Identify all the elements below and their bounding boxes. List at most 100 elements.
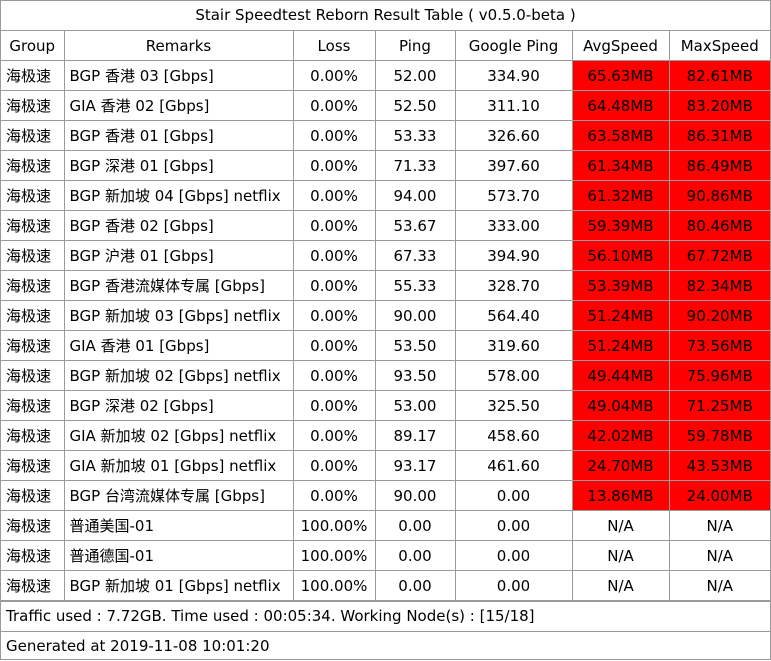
table-row: 海极速 BGP 新加坡 02 [Gbps] netflix 0.00% 93.50 57… — [1, 360, 770, 391]
cell-group: 海极速 — [1, 240, 65, 271]
cell-ping: 94.00 — [374, 180, 456, 211]
cell-google-ping: 394.90 — [454, 240, 573, 271]
table-row: 海极速 GIA 香港 01 [Gbps] 0.00% 53.50 319.60 51.24… — [1, 330, 770, 361]
cell-google-ping: 397.60 — [454, 150, 573, 181]
cell-ping: 89.17 — [374, 420, 456, 451]
cell-max-speed: 90.86MB — [668, 180, 770, 211]
cell-ping: 55.33 — [374, 270, 456, 301]
cell-avg-speed: 13.86MB — [571, 480, 670, 511]
cell-group: 海极速 — [1, 90, 65, 121]
cell-group: 海极速 — [1, 120, 65, 151]
cell-avg-speed: 63.58MB — [571, 120, 670, 151]
header-google-ping: Google Ping — [454, 31, 573, 61]
cell-loss: 100.00% — [292, 540, 376, 571]
cell-google-ping: 0.00 — [454, 510, 573, 541]
cell-max-speed: 24.00MB — [668, 480, 770, 511]
cell-avg-speed: 42.02MB — [571, 420, 670, 451]
cell-google-ping: 334.90 — [454, 60, 573, 91]
cell-ping: 0.00 — [374, 540, 456, 571]
table-row: 海极速 GIA 新加坡 01 [Gbps] netflix 0.00% 93.17 46… — [1, 450, 770, 481]
table-row: 海极速 BGP 新加坡 04 [Gbps] netflix 0.00% 94.00 57… — [1, 180, 770, 211]
cell-google-ping: 333.00 — [454, 210, 573, 241]
cell-max-speed: 75.96MB — [668, 360, 770, 391]
header-ping: Ping — [374, 31, 456, 61]
cell-remarks: GIA 新加坡 02 [Gbps] netflix — [63, 420, 294, 451]
header-group: Group — [1, 31, 65, 61]
cell-group: 海极速 — [1, 480, 65, 511]
cell-google-ping: 311.10 — [454, 90, 573, 121]
cell-max-speed: 83.20MB — [668, 90, 770, 121]
cell-remarks: BGP 香港 02 [Gbps] — [63, 210, 294, 241]
cell-loss: 0.00% — [292, 420, 376, 451]
cell-group: 海极速 — [1, 540, 65, 571]
cell-remarks: BGP 新加坡 04 [Gbps] netflix — [63, 180, 294, 211]
table-row: 海极速 BGP 香港流媒体专属 [Gbps] 0.00% 55.33 328.70 53.… — [1, 270, 770, 301]
cell-loss: 0.00% — [292, 330, 376, 361]
cell-remarks: 普通德国-01 — [63, 540, 294, 571]
cell-remarks: GIA 香港 01 [Gbps] — [63, 330, 294, 361]
cell-google-ping: 0.00 — [454, 480, 573, 511]
cell-max-speed: N/A — [668, 570, 770, 601]
cell-remarks: BGP 深港 02 [Gbps] — [63, 390, 294, 421]
cell-remarks: 普通美国-01 — [63, 510, 294, 541]
table-row: 海极速 普通德国-01 100.00% 0.00 0.00 N/A N/A — [1, 540, 770, 571]
cell-google-ping: 578.00 — [454, 360, 573, 391]
table-title: Stair Speedtest Reborn Result Table ( v0… — [1, 1, 770, 31]
cell-group: 海极速 — [1, 510, 65, 541]
cell-group: 海极速 — [1, 330, 65, 361]
cell-group: 海极速 — [1, 450, 65, 481]
cell-max-speed: N/A — [668, 510, 770, 541]
traffic-summary: Traffic used : 7.72GB. Time used : 00:05… — [1, 601, 770, 631]
table-row: 海极速 BGP 新加坡 01 [Gbps] netflix 100.00% 0.00 0… — [1, 570, 770, 601]
cell-ping: 52.50 — [374, 90, 456, 121]
cell-loss: 0.00% — [292, 240, 376, 271]
cell-max-speed: 71.25MB — [668, 390, 770, 421]
cell-remarks: BGP 香港流媒体专属 [Gbps] — [63, 270, 294, 301]
cell-google-ping: 326.60 — [454, 120, 573, 151]
cell-max-speed: 90.20MB — [668, 300, 770, 331]
cell-max-speed: N/A — [668, 540, 770, 571]
cell-avg-speed: 53.39MB — [571, 270, 670, 301]
table-row: 海极速 BGP 新加坡 03 [Gbps] netflix 0.00% 90.00 56… — [1, 300, 770, 331]
cell-ping: 90.00 — [374, 300, 456, 331]
cell-loss: 0.00% — [292, 300, 376, 331]
cell-loss: 0.00% — [292, 270, 376, 301]
cell-google-ping: 0.00 — [454, 540, 573, 571]
cell-avg-speed: N/A — [571, 570, 670, 601]
cell-ping: 53.33 — [374, 120, 456, 151]
cell-group: 海极速 — [1, 570, 65, 601]
cell-avg-speed: 51.24MB — [571, 330, 670, 361]
cell-loss: 0.00% — [292, 90, 376, 121]
cell-group: 海极速 — [1, 180, 65, 211]
cell-group: 海极速 — [1, 150, 65, 181]
cell-loss: 0.00% — [292, 210, 376, 241]
cell-max-speed: 67.72MB — [668, 240, 770, 271]
cell-google-ping: 458.60 — [454, 420, 573, 451]
cell-group: 海极速 — [1, 270, 65, 301]
cell-google-ping: 0.00 — [454, 570, 573, 601]
cell-loss: 0.00% — [292, 120, 376, 151]
table-row: 海极速 BGP 深港 01 [Gbps] 0.00% 71.33 397.60 61.34… — [1, 150, 770, 181]
cell-group: 海极速 — [1, 390, 65, 421]
table-row: 海极速 BGP 深港 02 [Gbps] 0.00% 53.00 325.50 49.04… — [1, 390, 770, 421]
cell-remarks: BGP 新加坡 01 [Gbps] netflix — [63, 570, 294, 601]
cell-avg-speed: N/A — [571, 510, 670, 541]
cell-avg-speed: 64.48MB — [571, 90, 670, 121]
cell-max-speed: 43.53MB — [668, 450, 770, 481]
cell-google-ping: 328.70 — [454, 270, 573, 301]
cell-group: 海极速 — [1, 300, 65, 331]
result-table: Group Remarks Loss Ping Google Ping AvgS… — [1, 31, 770, 601]
cell-google-ping: 319.60 — [454, 330, 573, 361]
cell-loss: 0.00% — [292, 450, 376, 481]
cell-loss: 0.00% — [292, 150, 376, 181]
cell-loss: 0.00% — [292, 180, 376, 211]
cell-ping: 53.67 — [374, 210, 456, 241]
cell-google-ping: 461.60 — [454, 450, 573, 481]
table-row: 海极速 BGP 沪港 01 [Gbps] 0.00% 67.33 394.90 56.10… — [1, 240, 770, 271]
table-row: 海极速 GIA 香港 02 [Gbps] 0.00% 52.50 311.10 64.48… — [1, 90, 770, 121]
cell-remarks: GIA 新加坡 01 [Gbps] netflix — [63, 450, 294, 481]
table-row: 海极速 GIA 新加坡 02 [Gbps] netflix 0.00% 89.17 45… — [1, 420, 770, 451]
cell-avg-speed: 61.34MB — [571, 150, 670, 181]
table-body: 海极速 BGP 香港 03 [Gbps] 0.00% 52.00 334.90 65.63… — [1, 60, 770, 601]
cell-avg-speed: 49.04MB — [571, 390, 670, 421]
